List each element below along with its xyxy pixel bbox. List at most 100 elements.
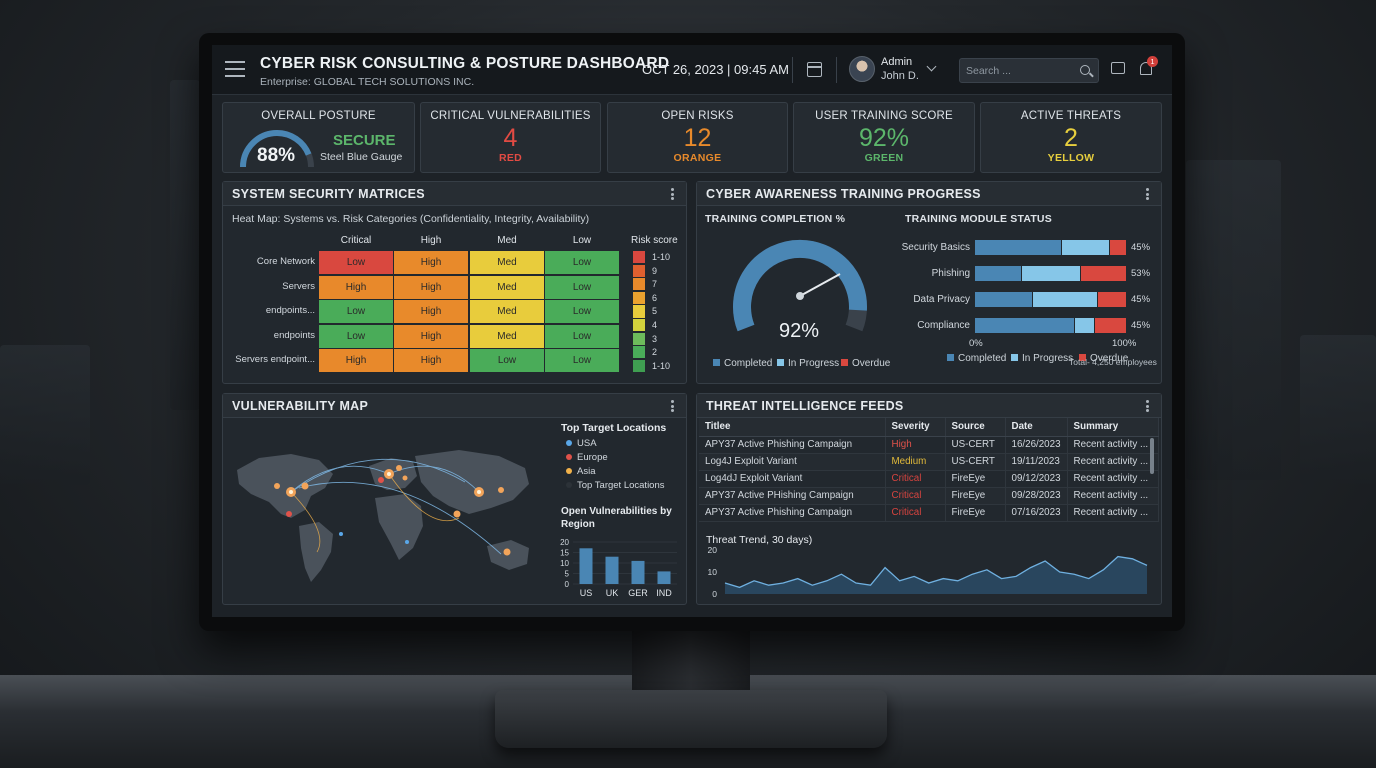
region-y-tick: 15 [560, 549, 569, 558]
cell-severity: Critical [885, 470, 946, 488]
heatmap-cell[interactable]: High [394, 251, 468, 274]
heatmap-cell[interactable]: High [319, 275, 393, 299]
heatmap-cell[interactable]: Low [319, 251, 393, 274]
risk-score-swatch [633, 264, 645, 277]
module-label: Compliance [917, 320, 970, 331]
more-options-icon[interactable] [1146, 188, 1149, 200]
cell-title: APY37 Active Phishing Campaign [699, 436, 886, 454]
search-input[interactable] [966, 62, 1074, 80]
cell-source: US-CERT [945, 436, 1006, 454]
heatmap-cell[interactable]: High [394, 324, 468, 348]
more-options-icon[interactable] [671, 400, 674, 412]
table-row[interactable]: APY37 Active PHishing Campaign Critical Fi… [699, 487, 1160, 505]
panel-security-matrices: SYSTEM SECURITY MATRICES Heat Map: Syste… [222, 181, 687, 384]
bar-segment-completed [975, 240, 1062, 255]
column-header-source[interactable]: Source [945, 418, 1006, 437]
background-monitor-right [1186, 160, 1281, 480]
column-header-summary[interactable]: Summary [1067, 418, 1160, 437]
risk-score-swatch [633, 359, 645, 372]
table-scrollbar[interactable] [1150, 438, 1154, 474]
trend-y-tick: 10 [708, 567, 718, 577]
region-x-label: US [580, 588, 593, 598]
bar-segment-in-progress [1032, 292, 1099, 307]
heatmap-cell[interactable]: Low [319, 300, 393, 324]
cell-title: APY37 Active Phishing Campaign [699, 504, 886, 522]
heatmap-cell[interactable]: High [394, 349, 468, 373]
more-options-icon[interactable] [671, 188, 674, 200]
bar-segment-overdue [1098, 292, 1127, 307]
column-header-severity[interactable]: Severity [885, 418, 946, 437]
heatmap-cell[interactable]: High [394, 275, 468, 299]
bar-segment-in-progress [1075, 318, 1096, 333]
chevron-down-icon[interactable] [926, 61, 937, 72]
table-row[interactable]: Log4J Exploit Variant Medium US-CERT 19/11/… [699, 453, 1160, 471]
region-bar[interactable] [579, 548, 593, 584]
kpi-user-training-score[interactable]: USER TRAINING SCORE 92% GREEN [793, 102, 975, 173]
heatmap-cell[interactable]: Low [319, 324, 393, 348]
heatmap-row-label: endpoints [273, 329, 315, 341]
chat-icon[interactable] [1111, 62, 1125, 74]
kpi-value: 2 [1064, 124, 1078, 152]
notification-badge: 1 [1147, 56, 1158, 67]
user-name: John D. [881, 70, 919, 82]
user-role: Admin [881, 56, 913, 68]
heatmap-cell[interactable]: Med [470, 324, 544, 348]
kpi-critical-vulnerabilities[interactable]: CRITICAL VULNERABILITIES 4 RED [420, 102, 601, 173]
table-row[interactable]: APY37 Active Phishing Campaign High US-CER… [699, 436, 1160, 454]
heatmap-cell[interactable]: Low [545, 349, 619, 373]
panel-title: THREAT INTELLIGENCE FEEDS [706, 399, 904, 413]
bell-icon[interactable] [1140, 62, 1152, 75]
module-stacked-bar[interactable] [975, 318, 1127, 333]
table-row[interactable]: Log4dJ Exploit Variant Critical FireEye 09/… [699, 470, 1160, 488]
search-icon[interactable] [1080, 65, 1090, 75]
cell-summary: Recent activity ... [1067, 453, 1160, 471]
more-options-icon[interactable] [1146, 400, 1149, 412]
kpi-open-risks[interactable]: OPEN RISKS 12 ORANGE [607, 102, 788, 173]
posture-gauge-label: Steel Blue Gauge [320, 151, 403, 163]
region-bar[interactable] [631, 560, 645, 584]
heatmap-cell[interactable]: Med [470, 275, 544, 299]
heatmap-cell[interactable]: Low [545, 300, 619, 324]
hamburger-menu-icon[interactable] [225, 61, 245, 77]
heatmap-cell[interactable]: Low [545, 275, 619, 299]
legend-in-progress: In Progress [1011, 353, 1073, 364]
module-value-label: 45% [1131, 294, 1151, 305]
region-bar[interactable] [657, 571, 671, 584]
heatmap-cell[interactable]: High [319, 349, 393, 373]
risk-score-label: 1-10 [652, 360, 671, 371]
cell-date: 09/28/2023 [1005, 487, 1068, 505]
calendar-icon[interactable] [807, 62, 822, 77]
africa-landmass [375, 494, 423, 560]
trend-line[interactable] [724, 555, 1148, 589]
world-map[interactable] [229, 422, 553, 594]
training-completion-title: TRAINING COMPLETION % [705, 213, 846, 225]
bar-segment-completed [975, 266, 1023, 281]
kpi-active-threats[interactable]: ACTIVE THREATS 2 YELLOW [980, 102, 1162, 173]
kpi-label: USER TRAINING SCORE [815, 110, 953, 122]
heatmap-cell[interactable]: Med [470, 300, 544, 324]
posture-status: SECURE [333, 132, 396, 149]
table-row[interactable]: APY37 Active Phishing Campaign Critical Fi… [699, 504, 1160, 522]
heatmap-cell[interactable]: Med [470, 251, 544, 274]
module-stacked-bar[interactable] [975, 240, 1127, 255]
search-box [959, 58, 1099, 83]
heatmap-cell[interactable]: Low [545, 324, 619, 348]
panel-vulnerability-map: VULNERABILITY MAP [222, 393, 687, 605]
heatmap-cell[interactable]: High [394, 300, 468, 324]
region-x-label: GER [628, 588, 648, 598]
kpi-overall-posture[interactable]: OVERALL POSTURE 88% SECURE Steel Blue Ga… [222, 102, 415, 173]
heatmap-row-label: endpoints... [265, 305, 315, 317]
threat-table: Titlee Severity Source Date Summary APY3… [699, 418, 1160, 522]
module-stacked-bar[interactable] [975, 266, 1127, 281]
column-header-date[interactable]: Date [1005, 418, 1068, 437]
bar-segment-in-progress [1061, 240, 1111, 255]
region-bar[interactable] [605, 556, 619, 584]
heatmap-cell[interactable]: Low [470, 349, 544, 373]
cell-title: Log4J Exploit Variant [699, 453, 886, 471]
map-legend-europe: Europe [566, 452, 608, 463]
column-header-title[interactable]: Titlee [699, 418, 886, 437]
avatar[interactable] [849, 56, 875, 82]
heatmap-cell[interactable]: Low [545, 251, 619, 274]
module-stacked-bar[interactable] [975, 292, 1127, 307]
